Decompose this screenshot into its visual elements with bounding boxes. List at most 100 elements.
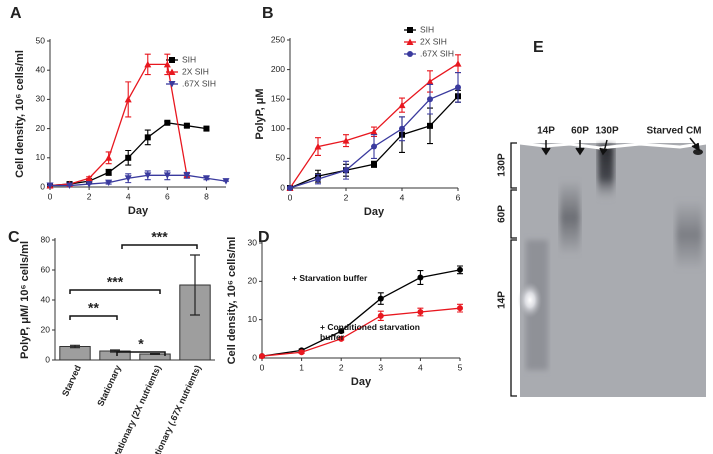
lane-label: 130P bbox=[595, 126, 619, 137]
marker bbox=[183, 172, 191, 179]
series-line bbox=[261, 269, 461, 357]
marker bbox=[144, 60, 152, 68]
marker bbox=[105, 169, 112, 176]
error-bar bbox=[150, 352, 160, 356]
y-tick-label: 10 bbox=[36, 152, 46, 162]
y-tick-label: 100 bbox=[271, 123, 285, 133]
marker bbox=[457, 305, 463, 312]
lane-label: 60P bbox=[571, 126, 589, 137]
marker bbox=[85, 174, 93, 182]
marker bbox=[417, 274, 424, 281]
marker bbox=[371, 161, 377, 168]
marker bbox=[407, 27, 413, 33]
marker bbox=[399, 125, 405, 132]
series-label: + Starvation buffer bbox=[292, 273, 368, 283]
marker bbox=[105, 154, 113, 161]
x-tick-label: 4 bbox=[126, 191, 131, 201]
marker bbox=[168, 68, 176, 75]
x-tick-label: 2 bbox=[344, 192, 349, 202]
marker bbox=[124, 95, 132, 103]
marker bbox=[85, 181, 93, 188]
marker bbox=[144, 172, 152, 179]
significance-label: ** bbox=[88, 300, 99, 316]
marker bbox=[338, 335, 345, 342]
marker bbox=[427, 96, 433, 103]
x-tick-label: 3 bbox=[378, 362, 383, 372]
error-bar bbox=[190, 254, 200, 316]
marker bbox=[222, 178, 230, 185]
x-tick-label: 6 bbox=[456, 192, 461, 202]
series-line bbox=[50, 174, 227, 187]
x-tick-label: 2 bbox=[339, 362, 344, 372]
y-tick-label: 60 bbox=[41, 264, 51, 274]
y-tick-label: 0 bbox=[45, 354, 50, 364]
gel-image bbox=[518, 141, 707, 397]
marker bbox=[377, 295, 384, 302]
marker bbox=[144, 134, 151, 141]
y-axis-label: PolyP, μM bbox=[254, 88, 266, 139]
marker bbox=[169, 57, 175, 63]
marker bbox=[407, 51, 413, 57]
x-tick-label: 4 bbox=[400, 192, 405, 202]
x-tick-label: 1 bbox=[299, 362, 304, 372]
marker bbox=[427, 122, 433, 129]
y-axis-label: Cell density, 10⁶ cells/ml bbox=[226, 237, 238, 365]
significance-bracket bbox=[121, 244, 198, 249]
significance-bracket bbox=[69, 289, 161, 294]
series-line bbox=[49, 63, 188, 187]
y-tick-label: 50 bbox=[36, 35, 46, 45]
marker bbox=[125, 154, 132, 161]
marker bbox=[457, 266, 463, 273]
y-tick-label: 20 bbox=[248, 276, 258, 286]
x-tick-label: 4 bbox=[418, 362, 423, 372]
band-label: 60P bbox=[497, 205, 508, 223]
y-tick-label: 40 bbox=[41, 294, 51, 304]
y-tick-label: 150 bbox=[271, 93, 285, 103]
gel-arrows bbox=[541, 137, 700, 156]
marker bbox=[314, 143, 322, 150]
x-axis-label: Day bbox=[351, 376, 372, 388]
marker bbox=[163, 172, 171, 179]
y-tick-label: 0 bbox=[252, 352, 257, 362]
panel-letter: E bbox=[533, 39, 544, 56]
y-tick-label: 200 bbox=[271, 64, 285, 74]
gel-side-brackets bbox=[510, 142, 517, 397]
band-label: 130P bbox=[497, 153, 508, 177]
y-tick-label: 20 bbox=[41, 324, 51, 334]
y-axis-label: PolyP, μM/ 10⁶ cells/ml bbox=[19, 241, 31, 359]
marker bbox=[406, 38, 414, 45]
marker bbox=[183, 122, 190, 129]
x-tick-label: 2 bbox=[87, 191, 92, 201]
series-label: + Conditioned starvation buffer bbox=[320, 322, 420, 342]
legend-label: 2X SIH bbox=[420, 36, 447, 46]
marker bbox=[426, 77, 434, 85]
marker bbox=[370, 128, 378, 135]
x-tick-label: Stationary bbox=[95, 364, 123, 408]
panel-letter: A bbox=[10, 5, 22, 22]
marker bbox=[66, 182, 74, 190]
y-tick-label: 20 bbox=[36, 123, 46, 133]
y-tick-label: 80 bbox=[41, 234, 51, 244]
marker bbox=[259, 353, 265, 360]
marker bbox=[315, 176, 321, 183]
marker bbox=[46, 182, 54, 190]
marker bbox=[371, 143, 377, 150]
significance-label: *** bbox=[107, 274, 124, 290]
x-tick-label: 0 bbox=[48, 191, 53, 201]
y-tick-label: 10 bbox=[248, 314, 258, 324]
y-tick-label: 250 bbox=[271, 34, 285, 44]
lane-label: Starved CM bbox=[646, 126, 701, 137]
marker bbox=[398, 101, 406, 109]
marker bbox=[338, 328, 345, 335]
marker bbox=[417, 309, 424, 315]
y-tick-label: 50 bbox=[276, 153, 286, 163]
x-axis-label: Day bbox=[364, 206, 385, 218]
x-tick-label: 6 bbox=[165, 191, 170, 201]
y-tick-label: 0 bbox=[40, 181, 45, 191]
marker bbox=[164, 119, 171, 126]
y-axis-label: Cell density, 10⁶ cells/ml bbox=[14, 50, 26, 178]
significance-bracket bbox=[116, 351, 166, 356]
marker bbox=[287, 185, 293, 191]
y-tick-label: 30 bbox=[36, 94, 46, 104]
